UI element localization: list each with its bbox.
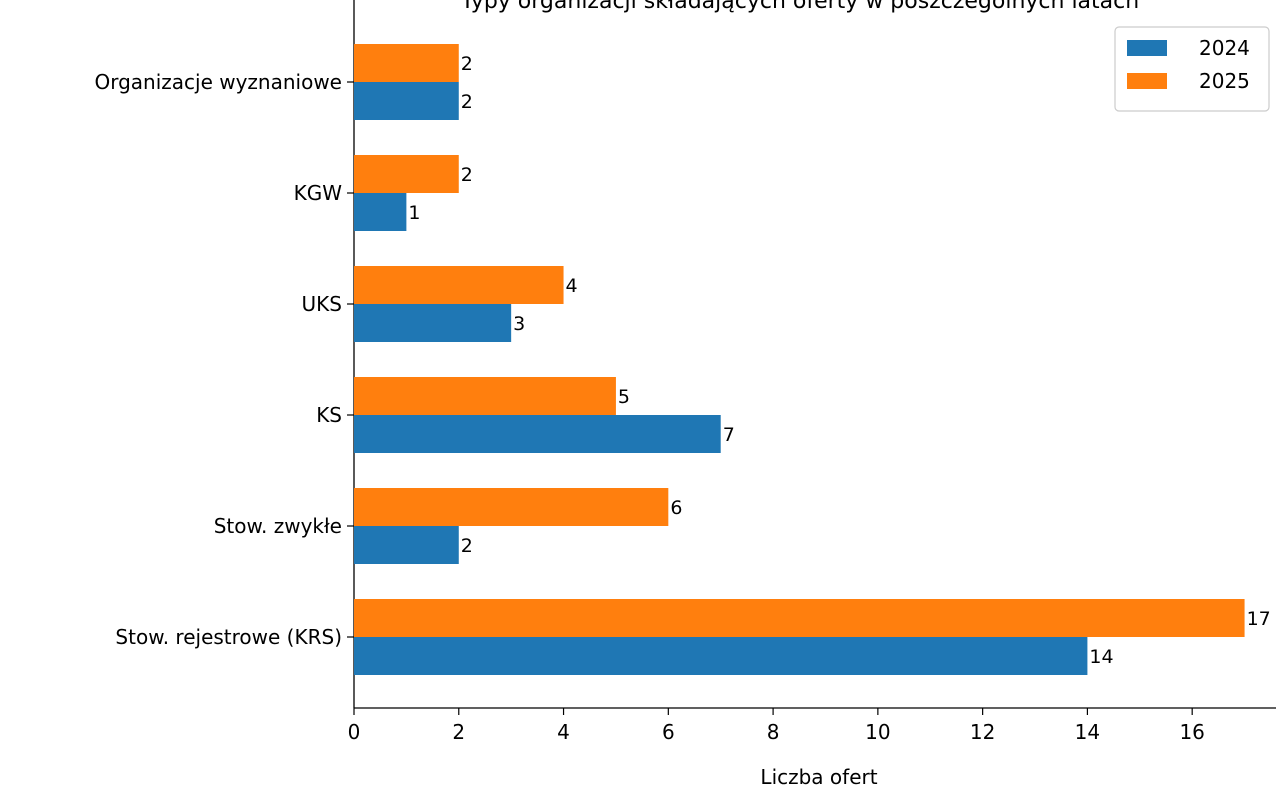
bar-2024 — [354, 526, 459, 564]
category-label: Organizacje wyznaniowe — [94, 70, 342, 94]
bars — [354, 44, 1245, 675]
category-label: Stow. zwykłe — [214, 514, 342, 538]
x-tick-label: 4 — [557, 720, 570, 744]
bar-2025 — [354, 266, 564, 304]
bar-2025 — [354, 488, 668, 526]
data-label: 2 — [461, 53, 473, 75]
legend-swatch-2025 — [1127, 73, 1167, 89]
bar-2024 — [354, 637, 1087, 675]
x-tick-label: 12 — [970, 720, 995, 744]
bar-2025 — [354, 599, 1245, 637]
bar-2024 — [354, 415, 721, 453]
x-axis-title: Liczba ofert — [760, 765, 877, 787]
bar-2025 — [354, 377, 616, 415]
data-label: 3 — [513, 313, 525, 335]
category-label: KS — [316, 403, 342, 427]
data-label: 6 — [670, 497, 682, 519]
x-tick-label: 6 — [662, 720, 675, 744]
x-tick-label: 16 — [1179, 720, 1204, 744]
chart-title: Typy organizacji składających oferty w p… — [460, 0, 1139, 14]
x-tick-label: 10 — [865, 720, 890, 744]
bar-2025 — [354, 44, 459, 82]
data-label: 5 — [618, 386, 630, 408]
bar-2024 — [354, 193, 406, 231]
data-label: 17 — [1247, 608, 1271, 630]
bar-2024 — [354, 304, 511, 342]
x-tick-label: 0 — [348, 720, 361, 744]
legend-label: 2024 — [1199, 36, 1250, 60]
legend-label: 2025 — [1199, 69, 1250, 93]
legend: 2024 2025 — [1115, 27, 1269, 111]
data-label: 2 — [461, 91, 473, 113]
data-label: 2 — [461, 535, 473, 557]
category-label: Stow. rejestrowe (KRS) — [115, 625, 342, 649]
legend-swatch-2024 — [1127, 40, 1167, 56]
bar-2024 — [354, 82, 459, 120]
x-tick-label: 8 — [767, 720, 780, 744]
x-tick-label: 14 — [1075, 720, 1100, 744]
data-label: 1 — [408, 202, 420, 224]
x-tick-label: 2 — [452, 720, 465, 744]
data-label: 7 — [723, 424, 735, 446]
data-labels: 14 17 2 6 7 5 3 4 1 2 2 2 — [408, 53, 1270, 668]
data-label: 14 — [1089, 646, 1113, 668]
bar-2025 — [354, 155, 459, 193]
data-label: 2 — [461, 164, 473, 186]
category-label: KGW — [294, 181, 343, 205]
category-label: UKS — [302, 292, 342, 316]
data-label: 4 — [566, 275, 578, 297]
